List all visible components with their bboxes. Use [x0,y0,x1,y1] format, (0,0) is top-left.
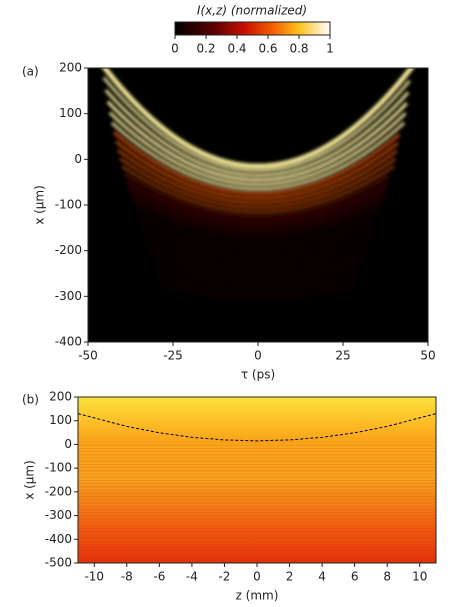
colorbar-tick-label: 0.6 [258,42,277,56]
colorbar-tick-label: 0.8 [289,42,308,56]
y-tick-label: 0 [74,152,82,166]
colorbar [174,21,331,36]
x-axis-label: τ (ps) [241,368,275,382]
x-tick-label: 0 [254,349,262,363]
x-tick-label: 8 [383,570,391,584]
fringe [131,201,385,237]
fringe [129,194,386,232]
x-axis-label: z (mm) [236,589,279,603]
fringe [158,278,357,296]
x-tick-label: -25 [163,349,183,363]
fringe [110,121,406,191]
fringe [160,284,355,301]
x-tick-label: 50 [420,349,435,363]
fringe [108,111,407,186]
x-tick-label: 4 [318,570,326,584]
x-tick-label: -50 [78,349,98,363]
y-tick-label: -200 [55,243,82,257]
fringe [156,273,358,291]
y-tick-label: -400 [55,335,82,349]
y-tick-label: 100 [59,106,82,120]
colorbar-tick-label: 1 [326,42,334,56]
fringe [145,244,368,269]
fringe [104,89,410,177]
panel-label: (b) [22,393,39,407]
y-tick-label: 200 [59,61,82,75]
fringe [106,100,408,182]
y-tick-label: -500 [45,556,72,570]
colorbar-tick-label: 0.4 [227,42,246,56]
x-tick-label: 0 [253,570,261,584]
x-tick-label: 2 [286,570,294,584]
fringe [102,76,411,173]
fringe [137,220,377,250]
fringe [141,232,375,260]
fringe [123,172,391,218]
fringe [125,180,389,223]
x-tick-label: -8 [121,570,133,584]
fringe [154,267,360,287]
fringe [135,214,379,246]
fringe [112,131,401,196]
fringe [148,250,367,273]
y-tick-label: -300 [55,289,82,303]
fringes [101,68,415,301]
y-axis-label: x (μm) [23,460,37,500]
y-tick-label: 100 [49,413,72,427]
x-tick-label: 10 [412,570,427,584]
x-tick-label: -2 [218,570,230,584]
fringe [119,157,397,209]
heatmap [88,68,428,342]
colorbar-tick-label: 0.2 [196,42,215,56]
x-tick-label: 25 [335,349,350,363]
fringe [117,148,398,205]
y-axis-label: x (μm) [33,185,47,225]
x-tick-label: -6 [153,570,165,584]
fringe [114,140,400,200]
x-tick-label: 6 [351,570,359,584]
heatmap-background [78,397,436,563]
y-tick-label: 200 [49,390,72,404]
y-tick-label: -200 [45,484,72,498]
x-tick-label: -4 [186,570,198,584]
x-tick-label: -10 [84,570,104,584]
panel-label: (a) [22,65,39,79]
fringe [139,226,376,255]
fringe [101,68,415,169]
colorbar-label: I(x,z) (normalized) [197,4,307,18]
y-tick-label: -100 [45,461,72,475]
heatmap [78,397,436,563]
fringe [133,207,380,241]
y-tick-label: -100 [55,198,82,212]
y-tick-label: 0 [64,437,72,451]
fringe [150,256,366,278]
curve [78,413,436,442]
y-tick-label: -300 [45,508,72,522]
fringe [127,187,388,228]
fringe [152,262,364,282]
y-tick-label: -400 [45,532,72,546]
fringe [143,238,370,264]
colorbar-tick-label: 0 [171,42,179,56]
fringe [121,165,395,214]
